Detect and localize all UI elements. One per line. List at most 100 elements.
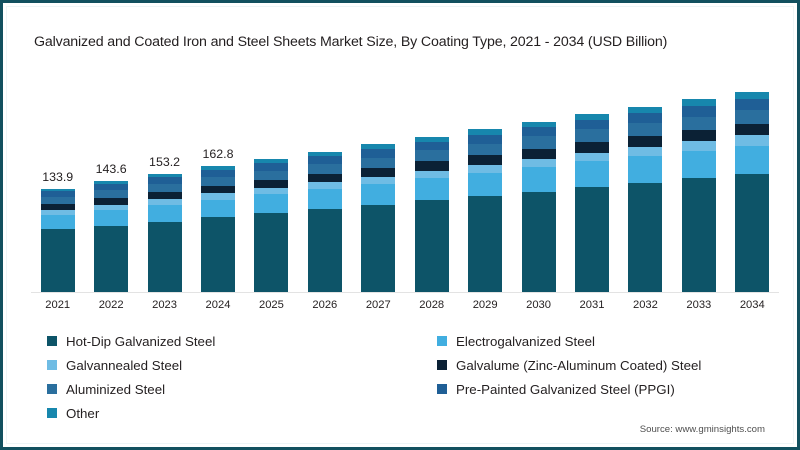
- bar-segment[interactable]: [361, 149, 396, 158]
- bar-segment[interactable]: [521, 167, 556, 192]
- bar-segment[interactable]: [575, 142, 609, 153]
- bar-segment[interactable]: [521, 126, 556, 137]
- bar-segment[interactable]: [307, 182, 342, 190]
- bar-segment[interactable]: [201, 170, 235, 178]
- bar-segment[interactable]: [94, 210, 129, 226]
- bar-segment[interactable]: [414, 200, 449, 292]
- bar-segment[interactable]: [468, 172, 503, 197]
- bar-segment[interactable]: [628, 136, 663, 148]
- bar-segment[interactable]: [575, 152, 609, 162]
- bar-segment[interactable]: [307, 189, 342, 209]
- bar-segment[interactable]: [40, 191, 75, 197]
- bar-segment[interactable]: [147, 199, 182, 206]
- bar-segment[interactable]: [254, 213, 289, 292]
- bar-segment[interactable]: [628, 106, 663, 114]
- bar-segment[interactable]: [201, 166, 235, 171]
- bar-segment[interactable]: [681, 99, 716, 107]
- bar-segment[interactable]: [201, 199, 235, 218]
- bar-segment[interactable]: [575, 113, 609, 120]
- bar-segment[interactable]: [575, 129, 609, 143]
- bar-segment[interactable]: [681, 150, 716, 179]
- bar-segment[interactable]: [147, 173, 182, 178]
- legend-item[interactable]: Galvalume (Zinc-Aluminum Coated) Steel: [437, 358, 701, 373]
- bar-segment[interactable]: [94, 204, 129, 211]
- legend-item[interactable]: Electrogalvanized Steel: [437, 334, 595, 349]
- bar-segment[interactable]: [521, 136, 556, 149]
- bar-segment[interactable]: [40, 215, 75, 230]
- bar-segment[interactable]: [468, 143, 503, 156]
- bar-segment[interactable]: [147, 183, 182, 193]
- legend-item[interactable]: Hot-Dip Galvanized Steel: [47, 334, 437, 349]
- bar-segment[interactable]: [628, 123, 663, 137]
- bar-segment[interactable]: [575, 186, 609, 292]
- bar-segment[interactable]: [40, 203, 75, 211]
- bar-segment[interactable]: [147, 192, 182, 200]
- legend-item[interactable]: Other: [47, 406, 437, 421]
- bar-segment[interactable]: [521, 158, 556, 168]
- bar-segment[interactable]: [681, 106, 716, 117]
- bar-segment[interactable]: [307, 164, 342, 175]
- bar-segment[interactable]: [521, 121, 556, 127]
- bar-segment[interactable]: [254, 159, 289, 164]
- bar-segment[interactable]: [307, 208, 342, 292]
- bar-segment[interactable]: [735, 145, 770, 175]
- bar-segment[interactable]: [735, 123, 770, 136]
- bar-segment[interactable]: [94, 225, 129, 292]
- legend-item[interactable]: Aluminized Steel: [47, 382, 437, 397]
- bar-segment[interactable]: [468, 164, 503, 173]
- bar-segment[interactable]: [575, 161, 609, 187]
- bar-segment[interactable]: [681, 178, 716, 292]
- bar-segment[interactable]: [628, 182, 663, 292]
- bar-segment[interactable]: [361, 176, 396, 185]
- bar-segment[interactable]: [414, 170, 449, 179]
- bar-segment[interactable]: [361, 157, 396, 168]
- bar-segment[interactable]: [468, 129, 503, 135]
- legend-item[interactable]: Pre-Painted Galvanized Steel (PPGI): [437, 382, 675, 397]
- bar-segment[interactable]: [414, 161, 449, 171]
- bar-segment[interactable]: [361, 205, 396, 292]
- legend-item[interactable]: Galvannealed Steel: [47, 358, 437, 373]
- bar-segment[interactable]: [521, 148, 556, 159]
- bar-segment[interactable]: [361, 167, 396, 177]
- bar-segment[interactable]: [254, 170, 289, 180]
- bar-segment[interactable]: [735, 91, 770, 99]
- bar-segment[interactable]: [94, 198, 129, 205]
- bar-segment[interactable]: [735, 98, 770, 110]
- bar-segment[interactable]: [201, 193, 235, 200]
- bar-segment[interactable]: [575, 119, 609, 130]
- bar-segment[interactable]: [681, 130, 716, 142]
- bar-segment[interactable]: [307, 174, 342, 183]
- bar-segment[interactable]: [94, 181, 129, 185]
- bar-segment[interactable]: [254, 194, 289, 214]
- bar-segment[interactable]: [254, 179, 289, 188]
- bar-segment[interactable]: [201, 217, 235, 292]
- bar-segment[interactable]: [254, 163, 289, 171]
- bar-segment[interactable]: [147, 177, 182, 184]
- bar-segment[interactable]: [361, 184, 396, 206]
- bar-segment[interactable]: [414, 178, 449, 201]
- bar-segment[interactable]: [147, 205, 182, 222]
- bar-segment[interactable]: [361, 144, 396, 150]
- bar-segment[interactable]: [307, 151, 342, 157]
- bar-segment[interactable]: [414, 141, 449, 151]
- bar-segment[interactable]: [628, 113, 663, 124]
- bar-segment[interactable]: [201, 186, 235, 194]
- bar-segment[interactable]: [307, 156, 342, 165]
- bar-segment[interactable]: [40, 188, 75, 192]
- bar-segment[interactable]: [628, 156, 663, 183]
- bar-segment[interactable]: [94, 190, 129, 199]
- bar-segment[interactable]: [40, 210, 75, 216]
- bar-segment[interactable]: [681, 116, 716, 131]
- bar-segment[interactable]: [735, 135, 770, 146]
- bar-segment[interactable]: [468, 196, 503, 292]
- bar-segment[interactable]: [468, 155, 503, 165]
- bar-segment[interactable]: [628, 147, 663, 157]
- bar-segment[interactable]: [40, 229, 75, 292]
- bar-segment[interactable]: [201, 177, 235, 187]
- bar-segment[interactable]: [254, 187, 289, 195]
- bar-segment[interactable]: [40, 196, 75, 204]
- bar-segment[interactable]: [147, 221, 182, 292]
- bar-segment[interactable]: [735, 109, 770, 124]
- bar-segment[interactable]: [681, 141, 716, 151]
- bar-segment[interactable]: [521, 191, 556, 292]
